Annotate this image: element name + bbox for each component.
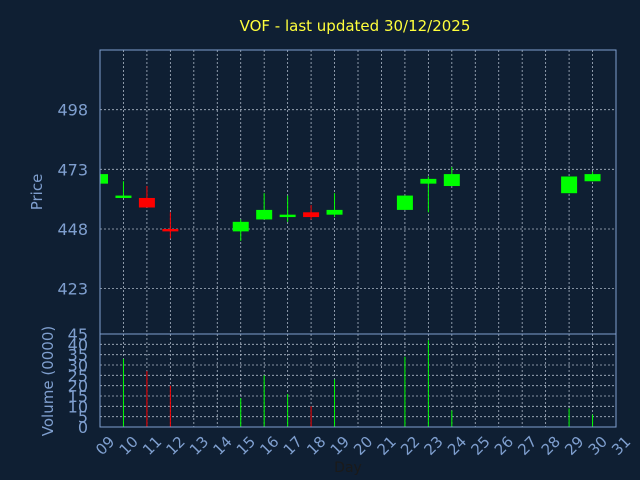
volume-tick-label: 25	[68, 366, 88, 385]
x-tick-label: 23	[421, 433, 447, 459]
candle-body	[138, 197, 155, 208]
x-tick-label: 10	[116, 433, 142, 459]
candle-body	[443, 174, 460, 187]
price-candles	[99, 166, 601, 241]
candle-body	[100, 174, 108, 184]
price-yticks: 423 448 473 498	[57, 101, 88, 299]
candle-body	[396, 195, 413, 210]
volume-bars	[122, 340, 594, 427]
volume-tick-label: 10	[68, 397, 88, 416]
x-tick-label: 18	[303, 433, 329, 459]
price-axis-label: Price	[28, 174, 46, 211]
candle-body	[279, 214, 296, 218]
x-tick-label: 13	[186, 433, 212, 459]
x-tick-label: 31	[608, 433, 634, 459]
x-tick-label: 25	[467, 433, 493, 459]
candle-body	[584, 174, 601, 182]
x-tick-label: 26	[491, 433, 517, 459]
x-tick-label: 30	[585, 433, 611, 459]
price-tick-label: 423	[57, 280, 88, 299]
volume-tick-label: 0	[78, 418, 88, 437]
x-axis-label: Day	[334, 460, 362, 476]
candle-body	[162, 228, 179, 232]
chart-title: VOF - last updated 30/12/2025	[240, 17, 471, 35]
volume-tick-label: 30	[68, 356, 88, 375]
price-panel: 423 448 473 498 Price	[28, 49, 617, 335]
x-tick-label: 29	[561, 433, 587, 459]
x-tick-label: 16	[256, 433, 282, 459]
x-tick-label: 22	[397, 433, 423, 459]
volume-tick-label: 40	[68, 335, 88, 354]
candle-body	[115, 195, 132, 198]
candle-body	[420, 178, 437, 184]
x-tick-label: 24	[444, 433, 470, 459]
x-tick-label: 28	[538, 433, 564, 459]
price-tick-label: 448	[57, 220, 88, 239]
x-tick-label: 15	[233, 433, 259, 459]
candle-body	[561, 176, 578, 194]
x-tick-label: 19	[327, 433, 353, 459]
volume-tick-label: 35	[68, 346, 88, 365]
volume-tick-label: 5	[78, 408, 88, 427]
price-grid	[100, 50, 616, 334]
candle-body	[256, 209, 273, 220]
candle-body	[232, 221, 249, 232]
x-tick-label: 27	[514, 433, 540, 459]
volume-tick-label: 20	[68, 377, 88, 396]
volume-grid	[100, 334, 616, 427]
x-tick-label: 11	[139, 433, 165, 459]
price-tick-label: 498	[57, 101, 88, 120]
volume-tick-label: 45	[68, 325, 88, 344]
volume-axis-label: Volume (0000)	[39, 326, 57, 436]
x-tick-label: 21	[374, 433, 400, 459]
x-tick-label: 20	[350, 433, 376, 459]
x-tick-label: 17	[280, 433, 306, 459]
volume-tick-label: 15	[68, 387, 88, 406]
x-tick-label: 12	[163, 433, 189, 459]
candle-body	[303, 212, 320, 218]
volume-frame	[99, 333, 617, 428]
candle-body	[326, 209, 343, 215]
price-tick-label: 473	[57, 160, 88, 179]
x-tick-label: 09	[92, 433, 118, 459]
x-tick-labels: 0910111213141516171819202122232425262728…	[92, 433, 634, 459]
x-tick-label: 14	[209, 433, 235, 459]
